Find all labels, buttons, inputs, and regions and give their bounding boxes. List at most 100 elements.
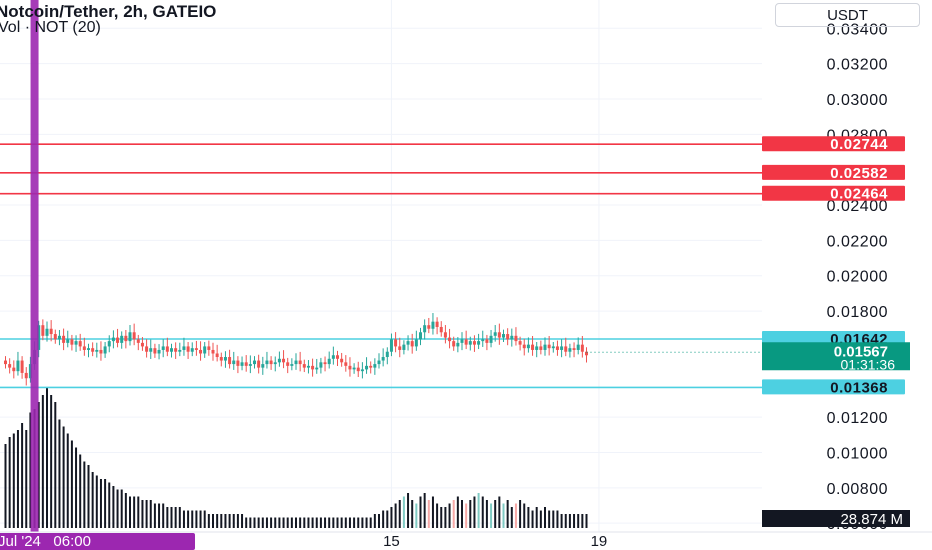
- candle: [128, 332, 132, 342]
- candle: [460, 339, 464, 343]
- candle: [111, 337, 115, 342]
- volume-bar: [8, 437, 11, 528]
- candle: [107, 341, 111, 347]
- volume-bar: [270, 517, 273, 528]
- volume-bar: [265, 517, 268, 528]
- volume-bar: [195, 510, 198, 528]
- volume-bar: [203, 510, 206, 528]
- volume-bar: [290, 517, 293, 528]
- volume-bar: [91, 472, 94, 528]
- volume-bar: [158, 503, 161, 528]
- candle: [161, 346, 165, 350]
- candle: [170, 348, 173, 352]
- volume-bar: [278, 517, 281, 528]
- candle: [277, 358, 281, 363]
- volume-bar: [257, 517, 260, 528]
- candle: [49, 328, 53, 335]
- y-tick-label: 0.01800: [827, 304, 888, 321]
- level-price-tag[interactable]: [762, 379, 905, 395]
- candle: [232, 360, 236, 365]
- x-tick-label: 15: [383, 533, 400, 550]
- volume-bar: [249, 517, 252, 528]
- volume-bar: [16, 430, 19, 528]
- volume-bar: [311, 517, 314, 528]
- volume-bar: [75, 447, 78, 528]
- volume-bar: [481, 496, 484, 528]
- candle: [489, 335, 493, 343]
- symbol-title: Notcoin/Tether, 2h, GATEIO: [0, 2, 217, 21]
- x-tick-label: 19: [591, 533, 608, 550]
- volume-bar: [199, 510, 202, 528]
- volume-bar: [178, 507, 181, 528]
- volume-bar: [544, 507, 546, 528]
- candle: [348, 365, 352, 370]
- volume-bar: [282, 517, 285, 528]
- level-price-tag[interactable]: [762, 164, 905, 180]
- candle: [414, 339, 418, 347]
- volume-bar: [336, 517, 339, 528]
- candle: [327, 358, 331, 365]
- candle: [28, 364, 32, 379]
- candle: [389, 339, 393, 352]
- volume-bar: [166, 507, 169, 528]
- candle: [66, 339, 70, 343]
- volume-bar: [494, 500, 497, 528]
- candle: [369, 365, 373, 368]
- candle: [53, 334, 57, 340]
- volume-bar: [232, 514, 235, 528]
- candle: [24, 372, 28, 379]
- candle: [240, 362, 244, 366]
- volume-bar: [415, 503, 418, 528]
- candle: [174, 348, 178, 352]
- volume-bar: [62, 426, 65, 528]
- volume-bar: [141, 500, 144, 528]
- candle: [472, 341, 476, 345]
- candle: [99, 349, 103, 354]
- y-tick-label: 0.02000: [827, 269, 888, 286]
- volume-bar: [344, 517, 347, 528]
- currency-button[interactable]: USDT: [775, 3, 920, 27]
- volume-bar: [452, 500, 455, 528]
- volume-bar: [568, 514, 571, 528]
- volume-bar: [83, 461, 86, 528]
- candle: [244, 362, 248, 366]
- volume-bar: [394, 503, 397, 528]
- level-price-tag[interactable]: [762, 136, 905, 152]
- candle: [41, 325, 45, 336]
- candle: [456, 342, 460, 347]
- candle: [149, 348, 153, 352]
- volume-bar: [228, 514, 231, 528]
- volume-bar: [510, 507, 513, 528]
- candle: [360, 369, 364, 372]
- candle: [248, 364, 252, 366]
- volume-bar: [116, 489, 119, 528]
- candle: [485, 339, 489, 343]
- candle: [551, 346, 555, 349]
- volume-bar: [548, 510, 551, 528]
- candle: [435, 321, 439, 327]
- volume-indicator-label[interactable]: Vol · NOT (20): [0, 19, 101, 36]
- volume-bar: [108, 482, 111, 528]
- volume-bar: [423, 493, 426, 528]
- level-price-tag[interactable]: [762, 330, 905, 346]
- volume-bar: [369, 517, 372, 528]
- candle: [4, 360, 7, 365]
- volume-bar: [170, 507, 173, 528]
- y-tick-label: 0.02400: [827, 198, 888, 215]
- volume-bar: [120, 489, 123, 528]
- candle: [385, 351, 389, 358]
- candle: [502, 334, 505, 338]
- volume-bar: [245, 517, 248, 528]
- candle: [381, 357, 385, 361]
- candle: [199, 349, 203, 354]
- highlight-bar: [30, 0, 39, 532]
- candle: [394, 339, 398, 347]
- level-price-tag[interactable]: [762, 185, 905, 201]
- volume-bar: [299, 517, 302, 528]
- candle: [477, 341, 481, 345]
- volume-bar: [182, 510, 185, 528]
- candle: [419, 332, 422, 340]
- volume-bar: [461, 500, 463, 528]
- volume-bar: [303, 517, 306, 528]
